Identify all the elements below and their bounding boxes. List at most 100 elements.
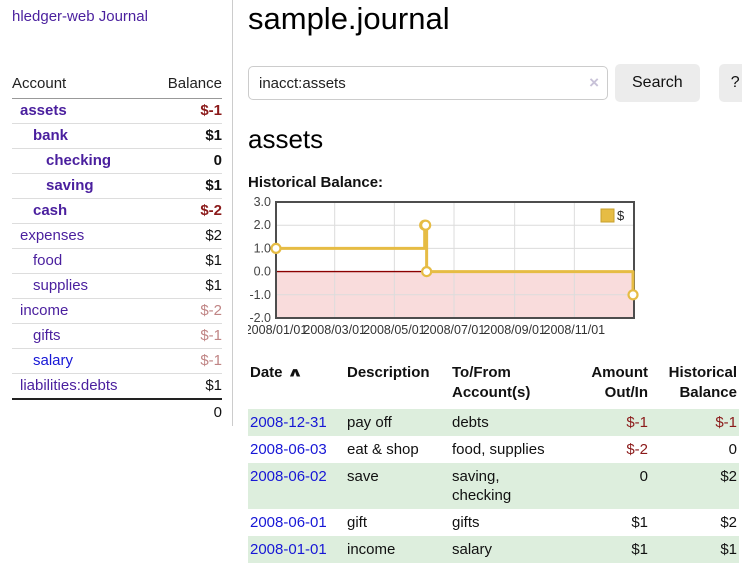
account-balance: $-1 (150, 98, 222, 124)
historical-balance-chart: $3.0 2.0 1.0 0.0 -1.0 -2.0 2008/01/01 2008/03/0… (248, 195, 742, 345)
transaction-balance: $1 (720, 541, 737, 558)
transaction-description: gift (347, 514, 368, 531)
register-table: Date ∧ Description To/From Account(s) Amo… (248, 361, 739, 563)
account-link[interactable]: expenses (20, 227, 85, 244)
register-header-accounts: To/From Account(s) (452, 364, 531, 401)
register-header-description: Description (347, 364, 430, 381)
account-row: saving $1 (12, 173, 222, 199)
accounts-header-balance: Balance (150, 71, 222, 99)
transaction-balance: $-1 (715, 414, 737, 431)
transaction-date-link[interactable]: 2008-01-01 (250, 541, 327, 558)
transaction-date-link[interactable]: 2008-06-01 (250, 514, 327, 531)
register-header-date[interactable]: Date ∧ (250, 364, 303, 381)
account-balance: 0 (150, 148, 222, 174)
transaction-row: 2008-12-31 pay off debts $-1 $-1 (248, 409, 739, 436)
account-row: supplies $1 (12, 273, 222, 299)
page-title: sample.journal (248, 1, 450, 36)
search-input-wrap: × (248, 66, 608, 100)
search-bar: × Search ? (248, 64, 742, 102)
account-balance: $1 (150, 273, 222, 299)
svg-text:-2.0: -2.0 (249, 311, 271, 325)
svg-text:1.0: 1.0 (254, 241, 271, 255)
account-balance: $-2 (150, 198, 222, 224)
account-row: bank $1 (12, 123, 222, 149)
transaction-amount: $-2 (626, 441, 648, 458)
svg-text:2008/05/01: 2008/05/01 (363, 323, 426, 337)
transaction-date-link[interactable]: 2008-06-02 (250, 468, 327, 485)
clear-search-icon[interactable]: × (589, 72, 599, 92)
register-header-amount: Amount Out/In (591, 364, 648, 401)
svg-text:2008/01/01: 2008/01/01 (248, 323, 307, 337)
account-link[interactable]: salary (33, 352, 74, 369)
transaction-balance: 0 (728, 441, 737, 458)
brand-link[interactable]: hledger-web (12, 8, 95, 25)
transaction-accounts: food, supplies (452, 441, 545, 458)
transaction-description: eat & shop (347, 441, 419, 458)
transaction-row: 2008-06-02 save saving, checking 0 $2 (248, 463, 739, 509)
sidebar: hledger-web Journal Account Balance asse… (0, 0, 233, 426)
search-input[interactable] (248, 66, 608, 100)
account-row: gifts $-1 (12, 323, 222, 349)
transaction-description: income (347, 541, 396, 558)
accounts-table: Account Balance assets $-1 bank $1 checking 0… (12, 71, 222, 426)
account-row: salary $-1 (12, 348, 222, 374)
svg-text:$: $ (617, 208, 625, 223)
svg-text:2008/09/01: 2008/09/01 (483, 323, 546, 337)
transaction-amount: $1 (631, 514, 648, 531)
sidebar-item-journal[interactable]: Journal (98, 8, 148, 25)
account-balance: $1 (150, 173, 222, 199)
transaction-balance: $2 (720, 514, 737, 531)
svg-text:2.0: 2.0 (254, 218, 271, 232)
account-balance: $1 (150, 248, 222, 274)
accounts-total-row: 0 (12, 398, 222, 426)
account-heading: assets (248, 124, 324, 154)
account-balance: $-1 (150, 323, 222, 349)
account-row: cash $-2 (12, 198, 222, 224)
account-balance: $-1 (150, 348, 222, 374)
account-link[interactable]: assets (20, 102, 67, 119)
transaction-row: 2008-01-01 income salary $1 $1 (248, 536, 739, 563)
help-button[interactable]: ? (718, 64, 742, 102)
account-balance: $1 (205, 377, 222, 394)
svg-text:2008/03/01: 2008/03/01 (303, 323, 366, 337)
chart-legend: $ (600, 208, 625, 223)
transaction-row: 2008-06-03 eat & shop food, supplies $-2 0 (248, 436, 739, 463)
account-link[interactable]: income (20, 302, 69, 319)
account-link[interactable]: liabilities:debts (20, 377, 118, 394)
accounts-header-account: Account (12, 71, 151, 99)
account-row: income $-2 (12, 298, 222, 324)
transaction-date-link[interactable]: 2008-12-31 (250, 414, 327, 431)
transaction-description: save (347, 468, 379, 485)
transaction-amount: 0 (639, 468, 648, 485)
account-row: liabilities:debts $1 (12, 374, 222, 400)
svg-text:0.0: 0.0 (254, 265, 271, 279)
svg-text:2008/07/01: 2008/07/01 (423, 323, 486, 337)
account-link[interactable]: checking (46, 152, 112, 169)
account-link[interactable]: supplies (33, 277, 89, 294)
transaction-date-link[interactable]: 2008-06-03 (250, 441, 327, 458)
transaction-accounts: gifts (452, 514, 480, 531)
account-link[interactable]: food (33, 252, 63, 269)
transaction-balance: $2 (720, 468, 737, 485)
accounts-total-value: 0 (150, 398, 222, 426)
account-balance: $-2 (150, 298, 222, 324)
transaction-accounts: salary (452, 541, 493, 558)
account-link[interactable]: gifts (33, 327, 61, 344)
account-link[interactable]: bank (33, 127, 69, 144)
search-button[interactable]: Search (615, 64, 700, 102)
account-balance: $1 (150, 123, 222, 149)
account-row: expenses $2 (12, 223, 222, 249)
account-link[interactable]: saving (46, 177, 94, 194)
account-link[interactable]: cash (33, 202, 68, 219)
svg-text:-1.0: -1.0 (249, 288, 271, 302)
chart-heading: Historical Balance: (248, 174, 384, 191)
sort-asc-icon: ∧ (286, 365, 303, 380)
app-root: hledger-web Journal Account Balance asse… (0, 0, 742, 563)
transaction-amount: $1 (631, 541, 648, 558)
transaction-amount: $-1 (626, 414, 648, 431)
account-balance: $2 (150, 223, 222, 249)
svg-text:2008/11/01: 2008/11/01 (544, 323, 606, 337)
transaction-accounts: saving, checking (452, 468, 512, 504)
main-content: sample.journal × Search ? assets Histori… (233, 0, 742, 563)
transaction-description: pay off (347, 414, 392, 431)
